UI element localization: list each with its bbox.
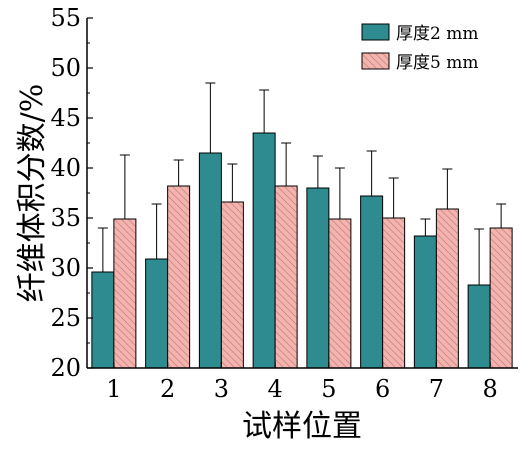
x-tick-label: 6 — [375, 375, 390, 403]
y-tick-label: 30 — [50, 254, 81, 282]
y-tick-label: 35 — [50, 204, 81, 232]
bar-series-2 — [382, 217, 406, 369]
legend-label-series-1: 厚度2 mm — [396, 24, 478, 44]
legend-swatch-series-1 — [361, 23, 390, 41]
y-tick-label: 25 — [50, 304, 81, 332]
x-tick-label: 3 — [214, 375, 229, 403]
bar-series-1 — [145, 258, 169, 369]
x-tick-label: 1 — [106, 375, 121, 403]
bar-series-1 — [467, 284, 491, 369]
y-tick-label: 40 — [50, 154, 81, 182]
y-tick-label: 55 — [50, 4, 81, 32]
x-axis-title: 试样位置 — [242, 409, 362, 444]
bar-series-2 — [435, 208, 459, 369]
bar-series-2 — [274, 185, 298, 369]
bar-series-1 — [252, 132, 276, 369]
x-tick-label: 4 — [267, 375, 282, 403]
y-ticks: 20 25 30 35 40 45 50 55 — [50, 4, 93, 382]
x-tick-label: 8 — [482, 375, 497, 403]
y-tick-label: 50 — [50, 54, 81, 82]
bar-series-1 — [198, 152, 222, 369]
x-tick-label: 2 — [160, 375, 175, 403]
legend-swatch-series-2 — [361, 52, 390, 70]
error-bars-layer — [97, 82, 507, 285]
bars-layer — [91, 132, 513, 369]
bar-series-2 — [167, 185, 191, 369]
bar-series-2 — [328, 218, 352, 369]
bar-series-2 — [220, 201, 244, 369]
bar-series-1 — [360, 195, 384, 369]
x-tick-label: 7 — [429, 375, 444, 403]
x-ticks: 1 2 3 4 5 6 7 8 — [106, 362, 498, 403]
bar-series-1 — [413, 235, 437, 369]
y-tick-label: 45 — [50, 104, 81, 132]
y-tick-label: 20 — [50, 354, 81, 382]
bar-series-1 — [91, 271, 115, 369]
y-axis-title: 纤维体积分数/% — [15, 84, 50, 303]
bar-series-1 — [306, 187, 330, 369]
bar-series-2 — [113, 218, 137, 369]
legend: 厚度2 mm 厚度5 mm — [361, 23, 478, 73]
legend-label-series-2: 厚度5 mm — [396, 53, 478, 73]
bar-series-2 — [489, 227, 513, 369]
x-tick-label: 5 — [321, 375, 336, 403]
